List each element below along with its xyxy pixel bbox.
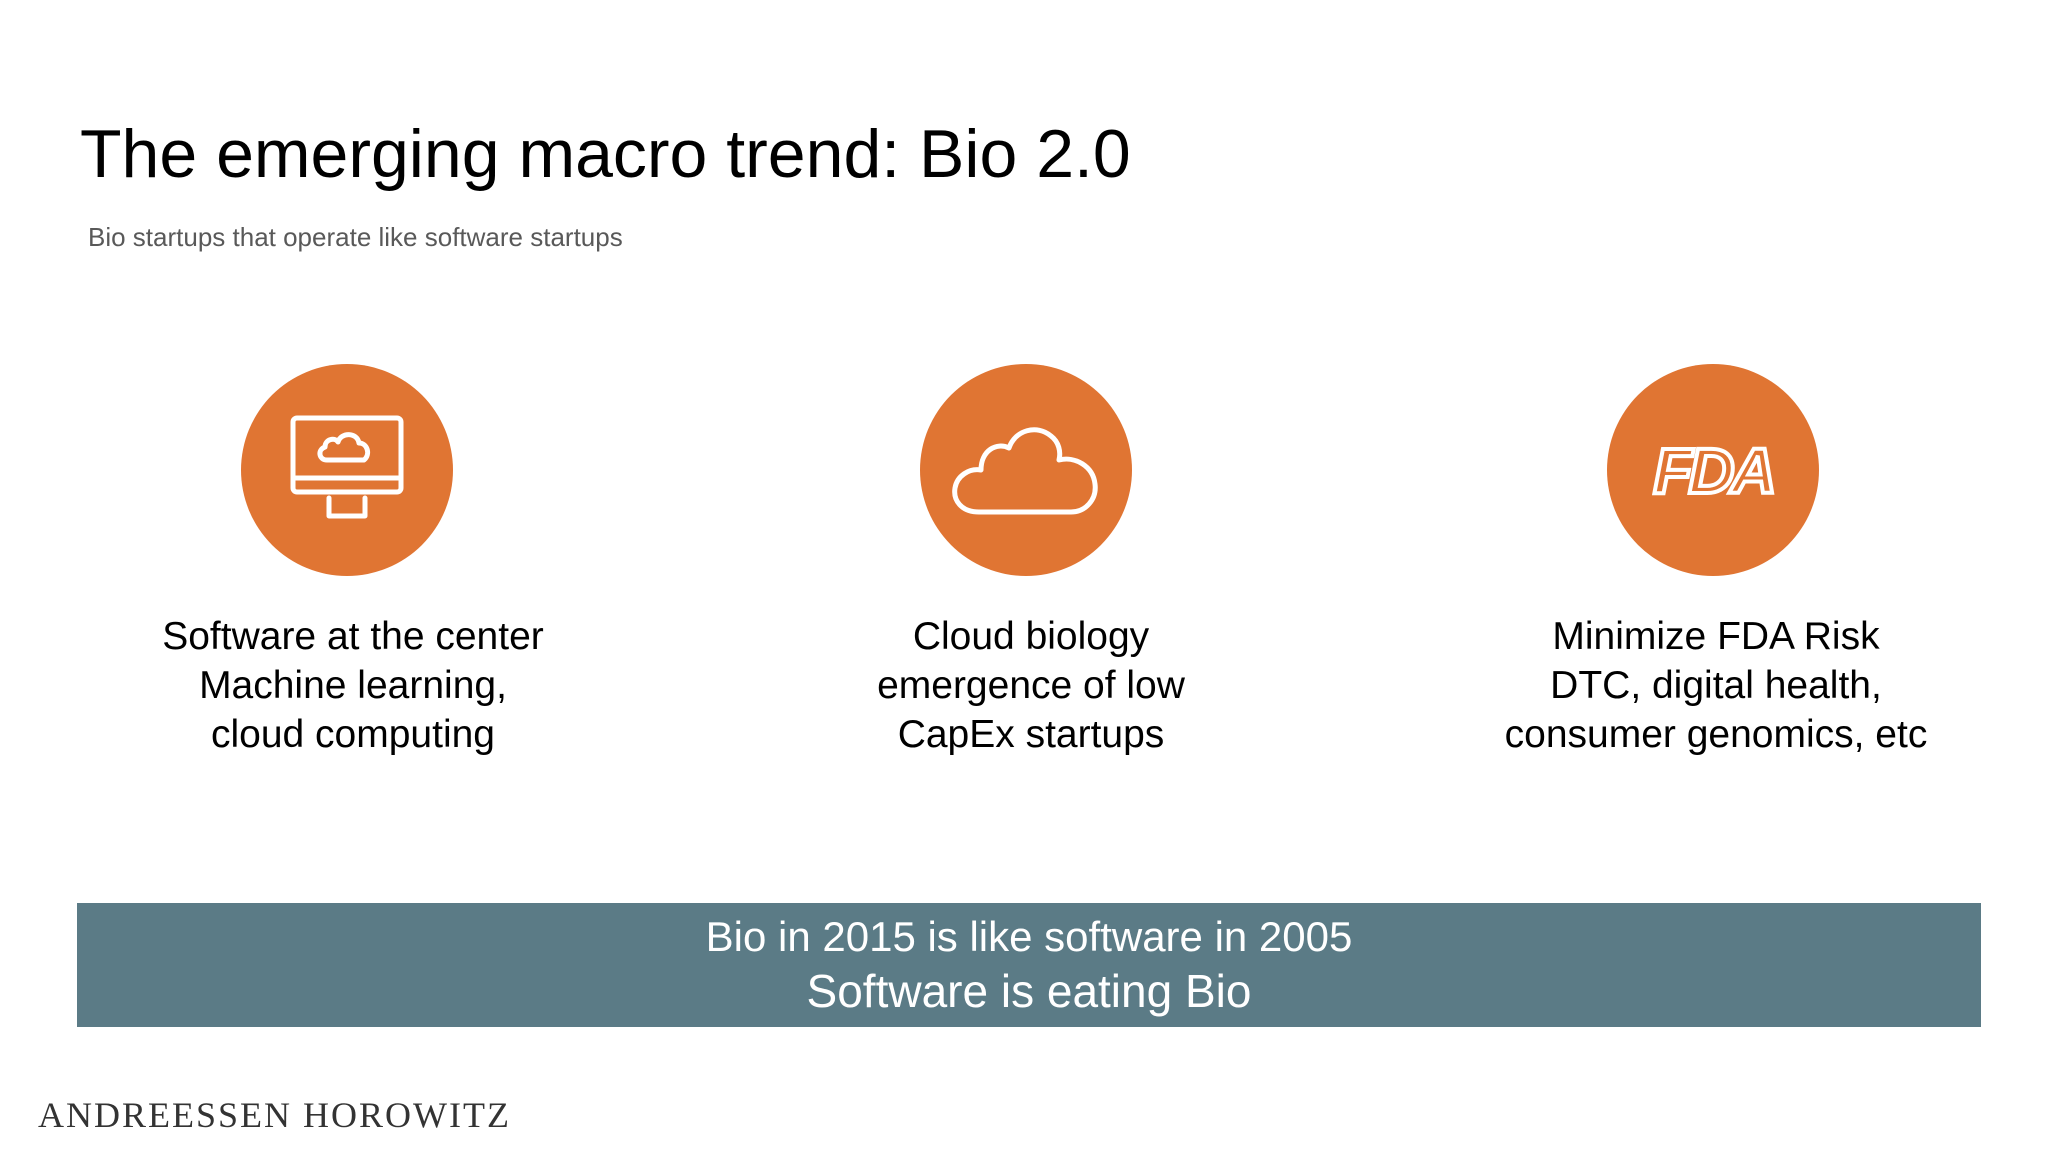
column-3-text: Minimize FDA Risk DTC, digital health, c… (1436, 612, 1996, 759)
column-1-line-2: Machine learning, (199, 664, 507, 707)
cloud-icon (920, 364, 1132, 576)
column-2-line-1: Cloud biology (912, 615, 1150, 658)
slide-title: The emerging macro trend: Bio 2.0 (80, 116, 1131, 192)
column-1-line-3: cloud computing (210, 713, 495, 756)
fda-logo-text: FDA (1653, 435, 1773, 505)
column-3-line-3: consumer genomics, etc (1504, 713, 1928, 756)
computer-cloud-icon (241, 364, 453, 576)
column-2-line-3: CapEx startups (897, 713, 1165, 756)
fda-logo-icon: FDA (1607, 364, 1819, 576)
column-2-text: Cloud biology emergence of low CapEx sta… (751, 612, 1311, 759)
banner-line-2: Software is eating Bio (806, 965, 1252, 1017)
slide-subtitle: Bio startups that operate like software … (88, 222, 623, 252)
summary-banner: Bio in 2015 is like software in 2005 Sof… (77, 903, 1981, 1027)
column-1-text: Software at the center Machine learning,… (73, 612, 633, 759)
column-3-line-1: Minimize FDA Risk (1552, 615, 1880, 658)
column-3-line-2: DTC, digital health, (1550, 664, 1882, 707)
column-1-line-1: Software at the center (162, 615, 544, 658)
andreessen-horowitz-logo: ANDREESSEN HOROWITZ (38, 1095, 511, 1135)
column-2-line-2: emergence of low (877, 664, 1185, 707)
banner-line-1: Bio in 2015 is like software in 2005 (705, 913, 1353, 960)
